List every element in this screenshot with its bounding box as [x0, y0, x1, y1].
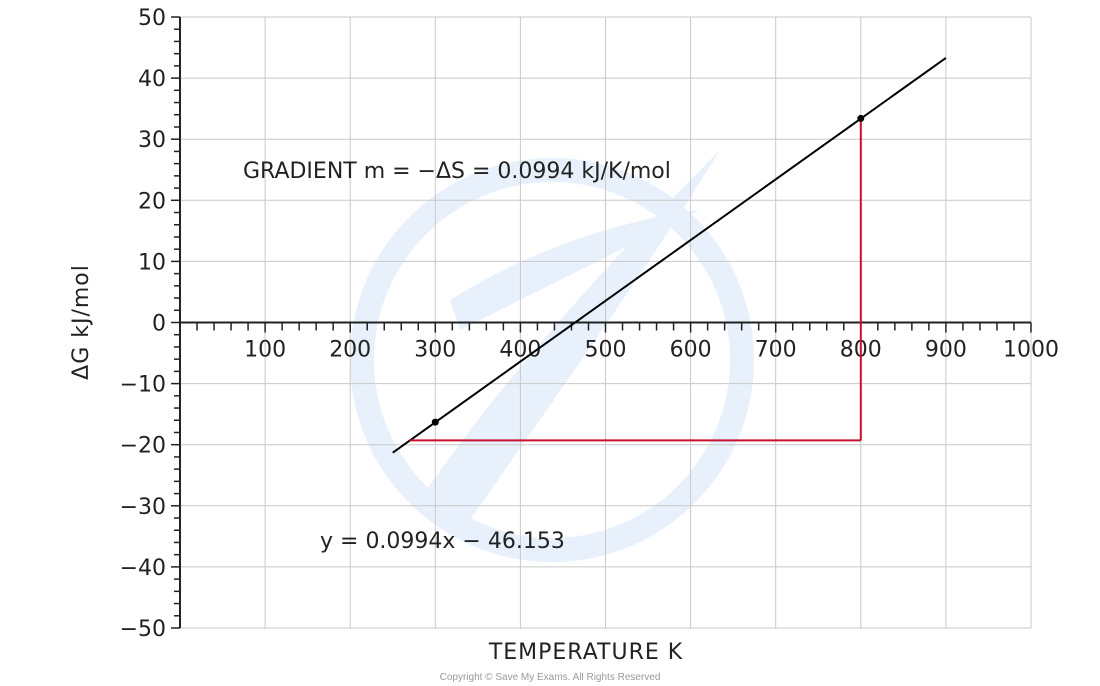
x-tick-labels: 100 200 300 400 500 600 700 800 900 1000: [244, 338, 1059, 363]
y-tick-label: −10: [120, 373, 166, 398]
y-tick-label: −20: [120, 434, 166, 459]
y-tick-labels: 50 40 30 20 10 0 −10 −20 −30 −40 −50: [120, 6, 166, 642]
y-tick-label: 30: [138, 128, 166, 153]
y-tick-label: 50: [138, 6, 166, 31]
y-tick-label: −30: [120, 495, 166, 520]
gradient-annotation: GRADIENT m = −ΔS = 0.0994 kJ/K/mol: [243, 159, 671, 184]
watermark-logo: [350, 150, 754, 562]
watermark-ring: [350, 158, 754, 562]
x-tick-label: 300: [414, 338, 456, 363]
series-line: [392, 57, 947, 454]
y-tick-label: 20: [138, 189, 166, 214]
x-tick-label: 400: [499, 338, 541, 363]
gradient-triangle: [409, 118, 862, 442]
x-tick-label: 500: [585, 338, 627, 363]
y-tick-label: 40: [138, 67, 166, 92]
watermark-stroke: [420, 150, 720, 520]
watermark-stroke: [450, 210, 700, 330]
data-point: [431, 418, 439, 426]
x-tick-label: 200: [329, 338, 371, 363]
axes: [171, 16, 1032, 629]
x-axis-title: TEMPERATURE K: [488, 640, 683, 665]
x-tick-label: 700: [755, 338, 797, 363]
y-axis-title: ΔG kJ/mol: [69, 264, 94, 380]
equation-annotation: y = 0.0994x − 46.153: [320, 529, 565, 554]
x-tick-label: 900: [925, 338, 967, 363]
y-tick-label: 10: [138, 250, 166, 275]
y-tick-label: −50: [120, 617, 166, 642]
series: [392, 57, 947, 454]
x-tick-label: 600: [670, 338, 712, 363]
x-tick-label: 1000: [1003, 338, 1059, 363]
copyright-footer: Copyright © Save My Exams. All Rights Re…: [440, 672, 661, 683]
y-tick-label: −40: [120, 556, 166, 581]
data-points: [431, 114, 865, 426]
x-tick-label: 100: [244, 338, 286, 363]
y-tick-label: 0: [152, 312, 166, 337]
data-point: [857, 114, 865, 122]
